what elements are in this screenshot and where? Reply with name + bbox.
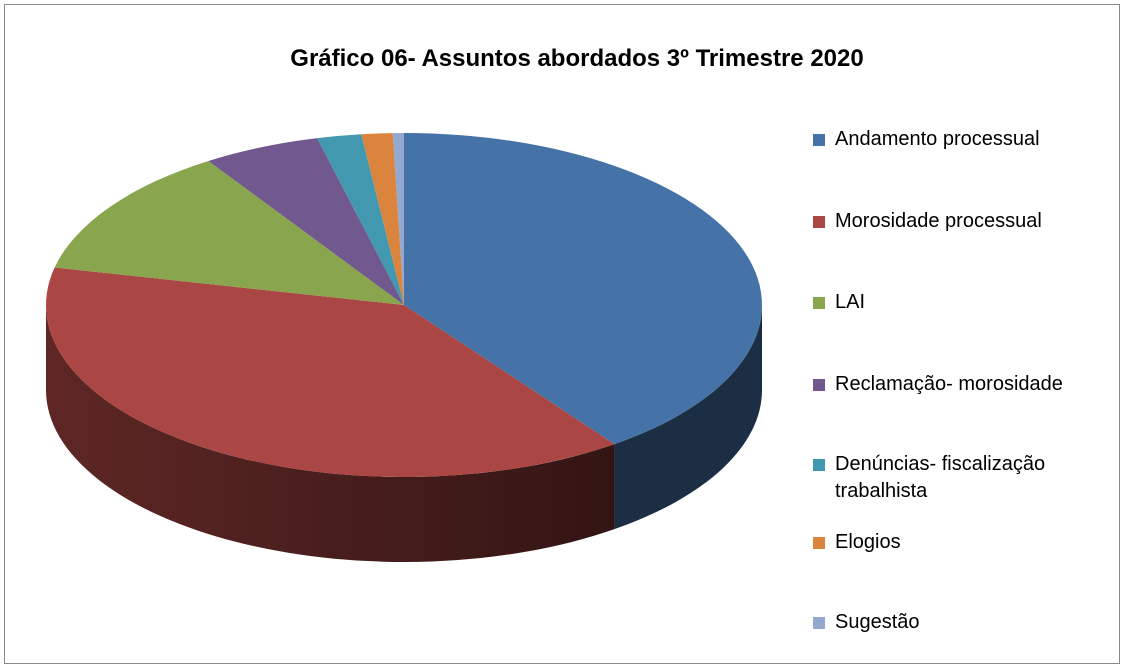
chart-title: Gráfico 06- Assuntos abordados 3º Trimes…: [290, 45, 863, 72]
pie-slice: [392, 133, 404, 305]
legend-label: LAI: [835, 291, 866, 313]
legend-label: Sugestão: [835, 611, 920, 633]
pie-slice: [208, 138, 404, 305]
pie-slice: [54, 160, 405, 305]
legend-swatch: [813, 216, 825, 228]
legend-swatch: [813, 297, 825, 309]
pie-slice: [361, 133, 404, 305]
pie-slice: [404, 133, 762, 445]
legend-label: Reclamação- morosidade: [835, 373, 1063, 395]
legend-swatch: [813, 134, 825, 146]
legend-label: Elogios: [835, 531, 901, 553]
pie-side: [614, 305, 762, 530]
legend-swatch: [813, 379, 825, 391]
legend-label: Andamento processual: [835, 128, 1040, 150]
legend-swatch: [813, 459, 825, 471]
legend-label: Morosidade processual: [835, 210, 1042, 232]
legend-swatch: [813, 537, 825, 549]
pie-slice: [46, 267, 615, 477]
legend-swatch: [813, 617, 825, 629]
pie-side: [46, 305, 615, 562]
pie-slice: [317, 134, 404, 305]
legend-label: Denúncias- fiscalização trabalhista: [835, 453, 1046, 502]
chart-border: [4, 4, 1120, 664]
